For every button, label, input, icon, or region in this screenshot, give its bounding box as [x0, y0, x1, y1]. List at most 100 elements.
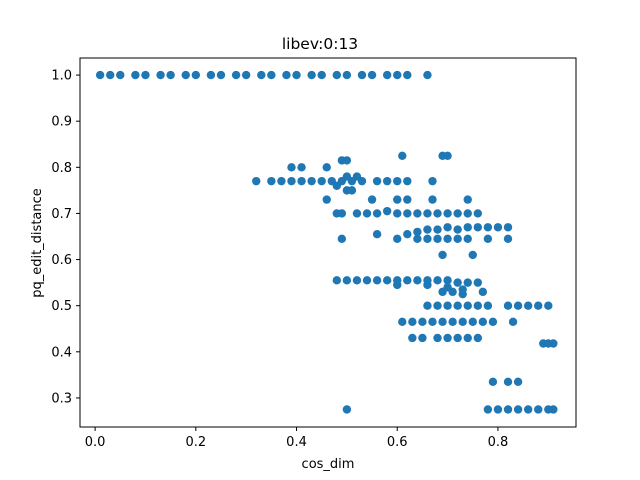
- data-point: [413, 227, 422, 237]
- data-point: [332, 181, 342, 190]
- data-point: [131, 70, 140, 80]
- data-point: [433, 333, 442, 343]
- data-point: [423, 301, 432, 310]
- y-tick-label: 0.5: [51, 299, 72, 314]
- data-point: [438, 317, 447, 327]
- data-point: [513, 301, 523, 310]
- x-tick-label: 0.6: [387, 435, 408, 450]
- y-tick-label: 1.0: [51, 69, 72, 84]
- data-point: [352, 276, 362, 285]
- data-point: [453, 225, 462, 234]
- data-point: [297, 163, 306, 172]
- data-point: [241, 70, 251, 80]
- data-point: [443, 301, 452, 310]
- data-point: [267, 70, 276, 80]
- data-point: [352, 209, 362, 218]
- data-point: [488, 317, 498, 327]
- data-point: [367, 70, 377, 80]
- data-point: [453, 301, 462, 310]
- data-point: [342, 405, 352, 414]
- data-point: [382, 176, 392, 186]
- data-point: [443, 209, 452, 218]
- data-point: [443, 276, 452, 285]
- x-tick-label: 0.4: [286, 435, 307, 450]
- data-point: [473, 209, 483, 218]
- data-point: [534, 405, 543, 414]
- data-point: [453, 278, 462, 287]
- data-point: [332, 276, 342, 285]
- y-axis: 0.3 0.4 0.5 0.6 0.7 0.8 0.9 1.0: [51, 69, 80, 406]
- data-point: [342, 70, 352, 80]
- data-point: [423, 70, 432, 80]
- data-point: [332, 70, 342, 80]
- data-point: [493, 405, 503, 414]
- data-point: [503, 301, 513, 310]
- data-point: [463, 209, 472, 218]
- data-point: [257, 70, 266, 80]
- data-point: [362, 209, 372, 218]
- data-point: [463, 223, 472, 232]
- data-point: [156, 70, 165, 80]
- x-tick-label: 0.0: [85, 435, 106, 450]
- data-point: [292, 70, 301, 80]
- data-point: [473, 301, 483, 310]
- data-point: [503, 377, 513, 386]
- data-point: [393, 70, 402, 80]
- data-point: [463, 333, 472, 343]
- data-point: [398, 317, 407, 327]
- data-point: [423, 225, 432, 234]
- data-point: [206, 70, 216, 80]
- x-tick-label: 0.8: [488, 435, 509, 450]
- data-point: [433, 225, 442, 234]
- chart-title: libev:0:13: [282, 35, 358, 53]
- data-point: [362, 276, 372, 285]
- data-point: [322, 163, 331, 172]
- data-point: [463, 278, 472, 287]
- data-point: [317, 70, 326, 80]
- data-point: [393, 234, 402, 244]
- x-axis: 0.0 0.2 0.4 0.6 0.8: [85, 427, 509, 450]
- data-point: [166, 70, 175, 80]
- data-point: [453, 234, 462, 244]
- data-point: [393, 176, 402, 186]
- data-point: [408, 317, 417, 327]
- data-point: [523, 405, 533, 414]
- data-point: [413, 276, 422, 285]
- data-point: [503, 223, 513, 232]
- data-point: [342, 276, 352, 285]
- data-point: [287, 176, 296, 186]
- data-point: [403, 70, 412, 80]
- data-point: [488, 377, 498, 386]
- data-point: [231, 70, 241, 80]
- data-point: [478, 317, 488, 327]
- data-point: [433, 234, 442, 244]
- data-point: [408, 333, 417, 343]
- data-point: [428, 317, 437, 327]
- data-point: [513, 405, 523, 414]
- data-point: [403, 195, 412, 204]
- data-point: [549, 405, 558, 414]
- y-axis-label: pq_edit_distance: [30, 188, 45, 298]
- data-point: [393, 280, 402, 290]
- data-point: [342, 156, 352, 165]
- data-points: [95, 70, 558, 414]
- data-point: [423, 234, 432, 244]
- data-point: [508, 317, 518, 327]
- data-point: [428, 176, 437, 186]
- data-point: [438, 250, 447, 260]
- data-point: [116, 70, 125, 80]
- data-point: [418, 317, 427, 327]
- data-point: [483, 301, 493, 310]
- data-point: [347, 186, 357, 195]
- data-point: [463, 195, 472, 204]
- data-point: [473, 278, 483, 287]
- data-point: [337, 234, 347, 244]
- y-tick-label: 0.4: [51, 345, 72, 360]
- data-point: [453, 333, 462, 343]
- data-point: [549, 339, 558, 348]
- data-point: [372, 209, 382, 218]
- data-point: [493, 223, 503, 232]
- data-point: [277, 176, 286, 186]
